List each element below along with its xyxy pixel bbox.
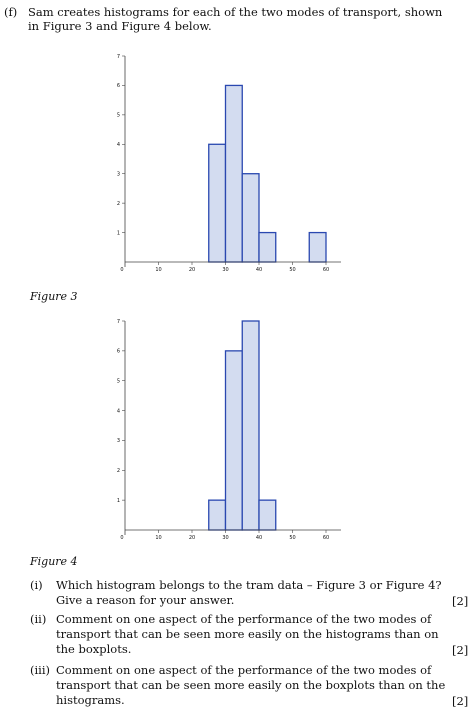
y-tick-label: 6 <box>117 83 120 89</box>
question-i-line-2: Give a reason for your answer. <box>56 593 235 607</box>
question-ii-label: (ii) <box>30 612 47 626</box>
histogram-bar <box>241 320 260 531</box>
question-ii-line-2: transport that can be seen more easily o… <box>56 627 439 641</box>
y-tick-label: 3 <box>117 438 120 444</box>
y-tick-label: 4 <box>117 142 120 148</box>
question-iii-line-1: Comment on one aspect of the performance… <box>56 663 432 677</box>
x-tick-label: 30 <box>222 535 228 541</box>
histogram-bar <box>224 350 243 531</box>
question-i-marks: [2] <box>452 594 469 608</box>
x-tick-label: 40 <box>256 267 262 273</box>
histogram-bar <box>258 499 277 531</box>
x-tick-label: 50 <box>289 267 295 273</box>
question-i-label: (i) <box>30 578 43 592</box>
x-tick-label: 40 <box>256 535 262 541</box>
y-tick-label: 2 <box>117 468 120 474</box>
x-tick-label: 60 <box>323 267 329 273</box>
intro-line-2: in Figure 3 and Figure 4 below. <box>28 19 212 33</box>
y-tick-label: 6 <box>117 349 120 355</box>
y-tick-label: 1 <box>117 498 120 504</box>
intro-line-1: Sam creates histograms for each of the t… <box>28 5 443 19</box>
figure-4-caption: Figure 4 <box>30 555 78 568</box>
y-tick-label: 7 <box>117 54 120 60</box>
x-tick-label: 60 <box>323 535 329 541</box>
question-iii-label: (iii) <box>30 663 51 677</box>
question-ii-marks: [2] <box>452 643 469 657</box>
x-tick-label: 20 <box>189 267 195 273</box>
y-tick-label: 7 <box>117 319 120 325</box>
histogram-bar <box>208 499 227 531</box>
question-ii-line-1: Comment on one aspect of the performance… <box>56 612 432 626</box>
y-tick-label: 3 <box>117 172 120 178</box>
y-tick-label: 4 <box>117 408 120 414</box>
question-iii-marks: [2] <box>452 694 469 708</box>
question-ii-line-3: the boxplots. <box>56 642 132 656</box>
x-tick-label: 50 <box>289 535 295 541</box>
x-tick-label: 20 <box>189 535 195 541</box>
x-tick-label: 0 <box>120 267 123 273</box>
question-i-line-1: Which histogram belongs to the tram data… <box>56 578 442 592</box>
y-tick-label: 1 <box>117 230 120 236</box>
x-tick-label: 10 <box>155 267 161 273</box>
part-label: (f) <box>4 5 18 19</box>
y-tick-label: 5 <box>117 113 120 119</box>
x-tick-label: 30 <box>222 267 228 273</box>
question-iii-line-2: transport that can be seen more easily o… <box>56 678 446 692</box>
question-iii-line-3: histograms. <box>56 693 125 707</box>
x-tick-label: 10 <box>155 535 161 541</box>
figure-3-caption: Figure 3 <box>30 290 78 303</box>
x-tick-label: 0 <box>120 535 123 541</box>
y-tick-label: 2 <box>117 201 120 207</box>
y-tick-label: 5 <box>117 379 120 385</box>
